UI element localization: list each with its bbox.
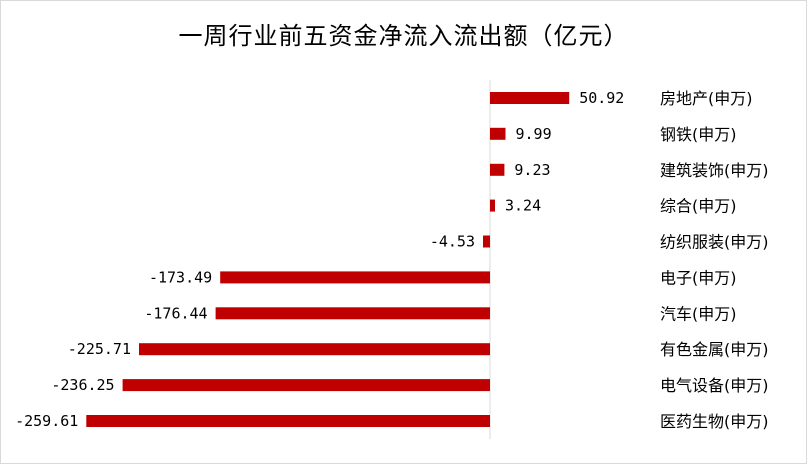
bar-3 — [490, 199, 495, 212]
data-label-7: -225.71 — [68, 340, 131, 358]
data-label-8: -236.25 — [51, 376, 114, 394]
category-label-3: 综合(申万) — [660, 197, 737, 216]
data-label-6: -176.44 — [144, 304, 207, 322]
category-label-9: 医药生物(申万) — [660, 412, 769, 431]
chart-title: 一周行业前五资金净流入流出额（亿元） — [178, 22, 629, 50]
category-label-0: 房地产(申万) — [660, 89, 753, 108]
data-label-2: 9.23 — [514, 161, 550, 179]
bar-6 — [215, 307, 490, 320]
data-label-5: -173.49 — [149, 268, 212, 286]
category-label-6: 汽车(申万) — [660, 304, 737, 323]
data-label-3: 3.24 — [505, 197, 541, 215]
bar-1 — [490, 127, 506, 140]
data-label-4: -4.53 — [430, 233, 475, 251]
bar-0 — [490, 92, 570, 104]
data-label-9: -259.61 — [15, 412, 78, 430]
category-label-7: 有色金属(申万) — [660, 340, 769, 359]
bar-9 — [86, 415, 491, 427]
data-label-0: 50.92 — [579, 89, 624, 107]
bar-5 — [220, 271, 490, 284]
category-label-4: 纺织服装(申万) — [660, 233, 769, 252]
bar-2 — [490, 163, 505, 176]
category-label-5: 电子(申万) — [660, 268, 737, 287]
category-label-1: 钢铁(申万) — [660, 125, 737, 144]
category-label-8: 电气设备(申万) — [660, 376, 769, 395]
data-label-1: 9.99 — [516, 125, 552, 143]
bar-7 — [139, 343, 490, 356]
category-label-2: 建筑装饰(申万) — [660, 161, 769, 180]
bar-8 — [122, 379, 490, 392]
bar-4 — [483, 235, 490, 248]
